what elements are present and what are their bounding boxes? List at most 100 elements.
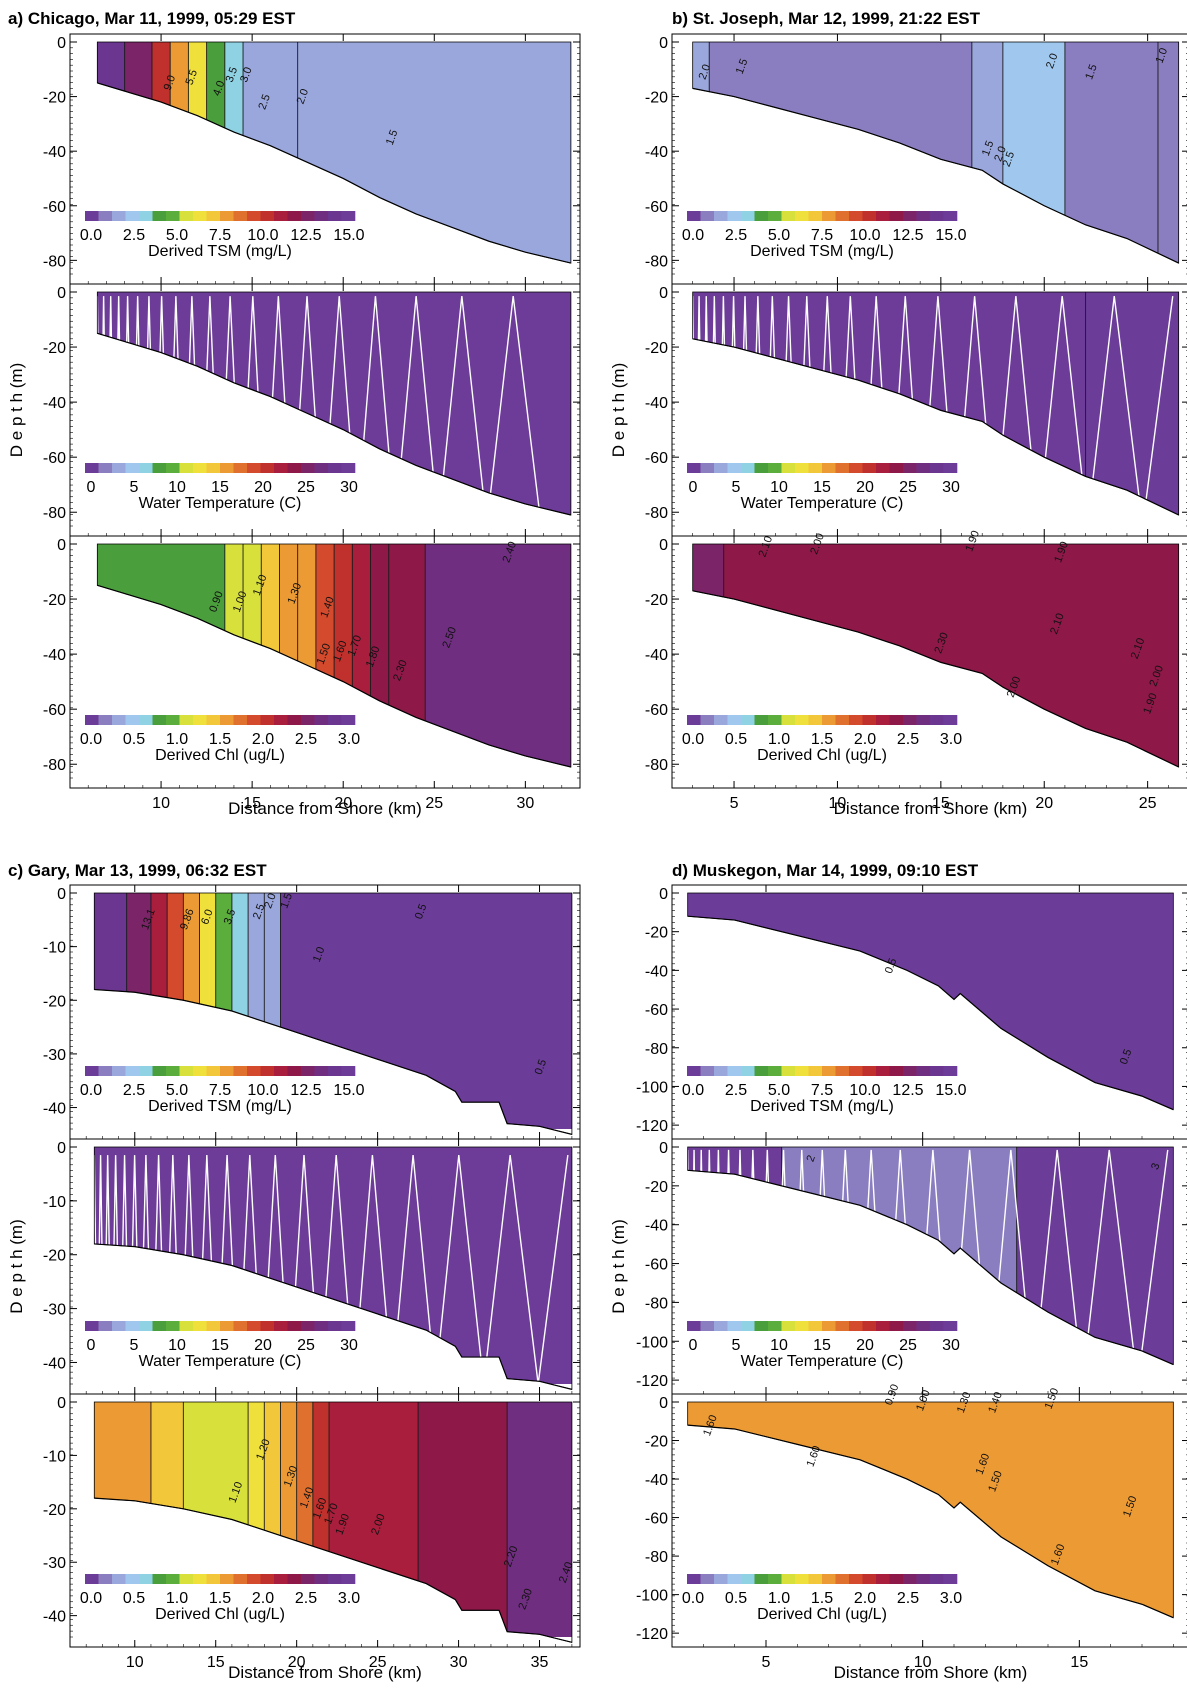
y-axis-label: D e p t h (m)	[7, 1219, 26, 1313]
colorbar-swatch	[85, 211, 99, 221]
colorbar-swatch	[274, 1321, 288, 1331]
colorbar-swatch	[220, 1321, 234, 1331]
y-tick-label: -20	[43, 592, 66, 609]
y-tick-label: -20	[43, 1502, 66, 1519]
colorbar-title: Water Temperature (C)	[741, 495, 904, 512]
colorbar-swatch	[287, 211, 302, 221]
colorbar-tick-label: 2.5	[897, 1590, 919, 1607]
colorbar-swatch	[700, 715, 715, 725]
y-tick-label: 0	[659, 886, 668, 903]
colorbar-tick-label: 10.0	[849, 227, 880, 244]
colorbar-title: Derived TSM (mg/L)	[750, 1098, 894, 1115]
value-band	[1085, 292, 1179, 515]
colorbar-tick-label: 2.5	[295, 1590, 317, 1607]
colorbar-tick-label: 7.5	[811, 1082, 833, 1099]
colorbar-tick-label: 1.5	[209, 1590, 231, 1607]
y-tick-label: 0	[659, 285, 668, 302]
temperature-panel: 0 -20 -40 -60 -80 0 5 10 15 20 25 30 Water Temperatu…	[645, 283, 1187, 537]
colorbar-tick-label: 0.5	[725, 731, 747, 748]
colorbar-swatch	[768, 1321, 782, 1331]
value-band	[97, 544, 226, 767]
colorbar-swatch	[916, 1066, 931, 1076]
colorbar-swatch	[795, 463, 809, 473]
contour-label: 0.5	[1118, 1048, 1135, 1066]
colorbar-tick-label: 0.5	[123, 1590, 145, 1607]
colorbar-swatch	[849, 1574, 863, 1584]
y-tick-label: -80	[43, 505, 66, 522]
colorbar-swatch	[687, 463, 701, 473]
y-tick-label: -40	[43, 1101, 66, 1118]
chl-panel: 0.90 1.00 1.30 1.40 1.501.601.60 1.601.501.50…	[636, 1383, 1187, 1648]
colorbar-tick-label: 5	[130, 1337, 139, 1354]
colorbar-tick-label: 2.5	[295, 731, 317, 748]
contour-label: 0.5	[883, 957, 900, 975]
x-tick-label: 10	[152, 795, 170, 812]
y-tick-label: -120	[636, 1626, 668, 1643]
y-tick-label: -60	[645, 1257, 668, 1274]
colorbar: 0.0 2.5 5.0 7.5 10.0 12.5 15.0 Derived TSM (mg/…	[682, 211, 967, 260]
contour-label: 0.5	[413, 902, 430, 920]
y-tick-label: -40	[43, 395, 66, 412]
colorbar-swatch	[889, 1066, 904, 1076]
section-outline	[96, 41, 572, 264]
y-tick-label: -30	[43, 1047, 66, 1064]
colorbar-swatch	[768, 1574, 782, 1584]
colorbar-swatch	[287, 1066, 302, 1076]
y-tick-label: -60	[43, 702, 66, 719]
colorbar-swatch	[314, 211, 329, 221]
colorbar-tick-label: 15.0	[935, 1082, 966, 1099]
colorbar-swatch	[835, 1574, 850, 1584]
colorbar-swatch	[314, 1066, 329, 1076]
contour-label: 3.0	[238, 65, 255, 83]
colorbar-swatch	[328, 463, 342, 473]
panel-frame	[671, 1393, 1187, 1648]
y-tick-label: -20	[43, 993, 66, 1010]
colorbar-tick-label: 0.0	[80, 1590, 102, 1607]
colorbar-swatch	[98, 1066, 113, 1076]
colorbar-swatch	[903, 715, 917, 725]
colorbar-swatch	[287, 715, 302, 725]
colorbar-tick-label: 3.0	[940, 1590, 962, 1607]
y-tick-label: 0	[57, 537, 66, 554]
colorbar-swatch	[943, 1574, 958, 1584]
contour-label: 3.5	[224, 65, 241, 83]
y-tick-label: -20	[645, 925, 668, 942]
contour-label: 9.0	[162, 74, 179, 92]
colorbar-swatch	[822, 463, 836, 473]
colorbar-swatch	[781, 715, 796, 725]
colorbar-tick-label: 2.0	[252, 1590, 274, 1607]
x-tick-label: 5	[730, 795, 739, 812]
colorbar-swatch	[85, 1321, 99, 1331]
value-band	[231, 893, 249, 1129]
colorbar-swatch	[849, 463, 863, 473]
colorbar-title: Derived TSM (mg/L)	[148, 243, 292, 260]
colorbar-tick-label: 7.5	[209, 1082, 231, 1099]
x-tick-label: 20	[288, 1654, 306, 1671]
colorbar-tick-label: 1.0	[166, 731, 188, 748]
colorbar-swatch	[687, 715, 701, 725]
colorbar-swatch	[341, 1066, 356, 1076]
section-b: b) St. Joseph, Mar 12, 1999, 21:22 EST 2.…	[609, 9, 1187, 818]
colorbar-tick-label: 15	[211, 1337, 229, 1354]
colorbar-title: Derived Chl (ug/L)	[757, 747, 887, 764]
section-outline	[692, 291, 1180, 516]
colorbar-tick-label: 25	[297, 479, 315, 496]
colorbar-swatch	[687, 211, 701, 221]
contour-label: 1.0	[311, 945, 328, 963]
colorbar-swatch	[714, 211, 728, 221]
value-band	[94, 1147, 572, 1384]
colorbar-tick-label: 25	[899, 1337, 917, 1354]
value-band	[709, 42, 973, 264]
colorbar-swatch	[876, 1574, 890, 1584]
y-tick-label: -20	[43, 340, 66, 357]
colorbar-swatch	[112, 1066, 126, 1076]
colorbar-swatch	[301, 1574, 315, 1584]
contour-label: 2.0	[697, 63, 714, 81]
colorbar-swatch	[206, 211, 221, 221]
contour-label: 3	[1149, 1161, 1162, 1171]
y-tick-label: -100	[636, 1334, 668, 1351]
colorbar-swatch	[808, 1066, 823, 1076]
contour-label: 2.5	[251, 902, 268, 920]
colorbar-swatch	[247, 463, 261, 473]
y-tick-label: -80	[645, 1041, 668, 1058]
